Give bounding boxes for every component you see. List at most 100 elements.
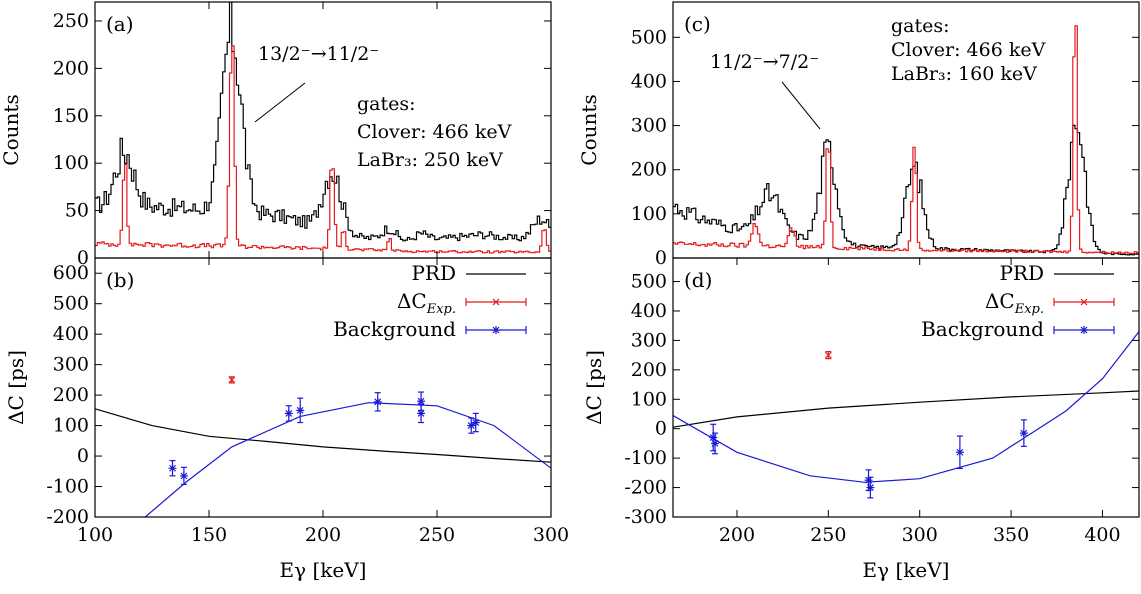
gate-clover: Clover: 466 keV (357, 121, 512, 143)
prd-curve (673, 390, 1139, 428)
y-axis-label: Counts (0, 94, 23, 165)
x-axis-label: Eγ [keV] (863, 558, 950, 582)
legend-label-prd: PRD (999, 261, 1044, 285)
background-point (296, 397, 305, 424)
background-point (373, 392, 382, 412)
y-tick-label: 500 (631, 271, 667, 293)
background-point (467, 417, 476, 434)
y-tick-label: 50 (65, 200, 89, 222)
gates-label: gates: (357, 93, 416, 115)
annotation-pointer (254, 82, 306, 123)
legend-label-exp: ΔCExp. (397, 289, 456, 317)
background-point (711, 432, 720, 455)
y-axis-label: ΔC [ps] (4, 350, 28, 425)
x-tick-label: 400 (1084, 524, 1120, 546)
y-tick-label: 150 (53, 105, 89, 127)
y-tick-label: 400 (631, 300, 667, 322)
panel-label: (c) (684, 12, 711, 36)
spectrum-black (95, 2, 551, 242)
gate-labr: LaBr₃: 160 keV (891, 63, 1037, 85)
y-tick-label: 0 (655, 418, 667, 440)
plot-frame (94, 257, 552, 518)
y-tick-label: -100 (46, 476, 89, 498)
x-tick-label: 300 (533, 524, 569, 546)
spectrum-black (673, 124, 1139, 256)
legend-label-exp-sub: Exp. (1014, 302, 1044, 317)
gates-label: gates: (891, 15, 950, 37)
y-tick-label: 100 (53, 415, 89, 437)
background-point (179, 466, 188, 485)
y-tick-label: 300 (631, 115, 667, 137)
background-point (417, 403, 426, 424)
marker (228, 376, 236, 384)
x-tick-label: 250 (810, 524, 846, 546)
background-point (866, 476, 875, 499)
background-point (1019, 419, 1028, 447)
background-fit-curve (144, 402, 551, 517)
spectrum-red (95, 45, 551, 254)
y-tick-label: 500 (631, 26, 667, 48)
y-tick-label: 0 (77, 445, 89, 467)
spectrum-red (673, 25, 1139, 254)
y-tick-label: -200 (624, 477, 667, 499)
legend-marker-exp (492, 298, 500, 306)
x-tick-label: 350 (993, 524, 1029, 546)
marker (824, 351, 832, 359)
y-tick-label: 400 (53, 323, 89, 345)
background-point (168, 460, 177, 477)
legend-label-exp: ΔCExp. (985, 289, 1044, 317)
y-tick-label: -100 (624, 447, 667, 469)
background-point (955, 435, 964, 470)
transition-label: 11/2⁻→7/2⁻ (710, 51, 819, 73)
y-axis-label: ΔC [ps] (582, 350, 606, 425)
y-axis-label: Counts (577, 94, 601, 165)
x-tick-label: 100 (77, 524, 113, 546)
background-point (471, 412, 480, 433)
transition-label: 13/2⁻→11/2⁻ (258, 43, 379, 65)
y-tick-label: -200 (46, 506, 89, 528)
plot-frame (672, 257, 1140, 518)
y-tick-label: -300 (624, 506, 667, 528)
x-tick-label: 200 (305, 524, 341, 546)
x-tick-label: 250 (419, 524, 455, 546)
y-tick-label: 300 (53, 354, 89, 376)
x-axis-label: Eγ [keV] (280, 558, 367, 582)
panel-label: (b) (106, 268, 134, 292)
y-tick-label: 500 (53, 293, 89, 315)
exp-point (824, 350, 832, 360)
panel-label: (a) (106, 12, 134, 36)
legend-label-background: Background (921, 317, 1044, 341)
y-tick-label: 600 (53, 262, 89, 284)
legend-label-exp-main: ΔC (985, 289, 1015, 313)
y-tick-label: 100 (631, 203, 667, 225)
y-tick-label: 100 (53, 152, 89, 174)
legend-label-exp-sub: Exp. (426, 302, 456, 317)
background-point (709, 423, 718, 452)
panel-label: (d) (684, 268, 712, 292)
legend-label-prd: PRD (411, 261, 456, 285)
y-tick-label: 400 (631, 70, 667, 92)
legend-marker-background (1080, 326, 1088, 334)
exp-point (228, 376, 236, 384)
y-tick-label: 100 (631, 388, 667, 410)
background-point (284, 405, 293, 422)
legend-label-background: Background (333, 317, 456, 341)
legend-marker-background (492, 326, 500, 334)
y-tick-label: 200 (631, 359, 667, 381)
x-tick-label: 300 (902, 524, 938, 546)
x-tick-label: 200 (719, 524, 755, 546)
legend-marker-exp (1080, 298, 1088, 306)
annotation-pointer (781, 81, 821, 130)
y-tick-label: 300 (631, 329, 667, 351)
legend-label-exp-main: ΔC (397, 289, 427, 313)
y-tick-label: 200 (53, 57, 89, 79)
x-tick-label: 150 (191, 524, 227, 546)
y-tick-label: 0 (655, 247, 667, 269)
y-tick-label: 0 (77, 247, 89, 269)
prd-curve (95, 408, 551, 463)
background-fit-curve (673, 331, 1139, 483)
y-tick-label: 200 (53, 384, 89, 406)
gate-clover: Clover: 466 keV (891, 39, 1046, 61)
gate-labr: LaBr₃: 250 keV (357, 149, 503, 171)
